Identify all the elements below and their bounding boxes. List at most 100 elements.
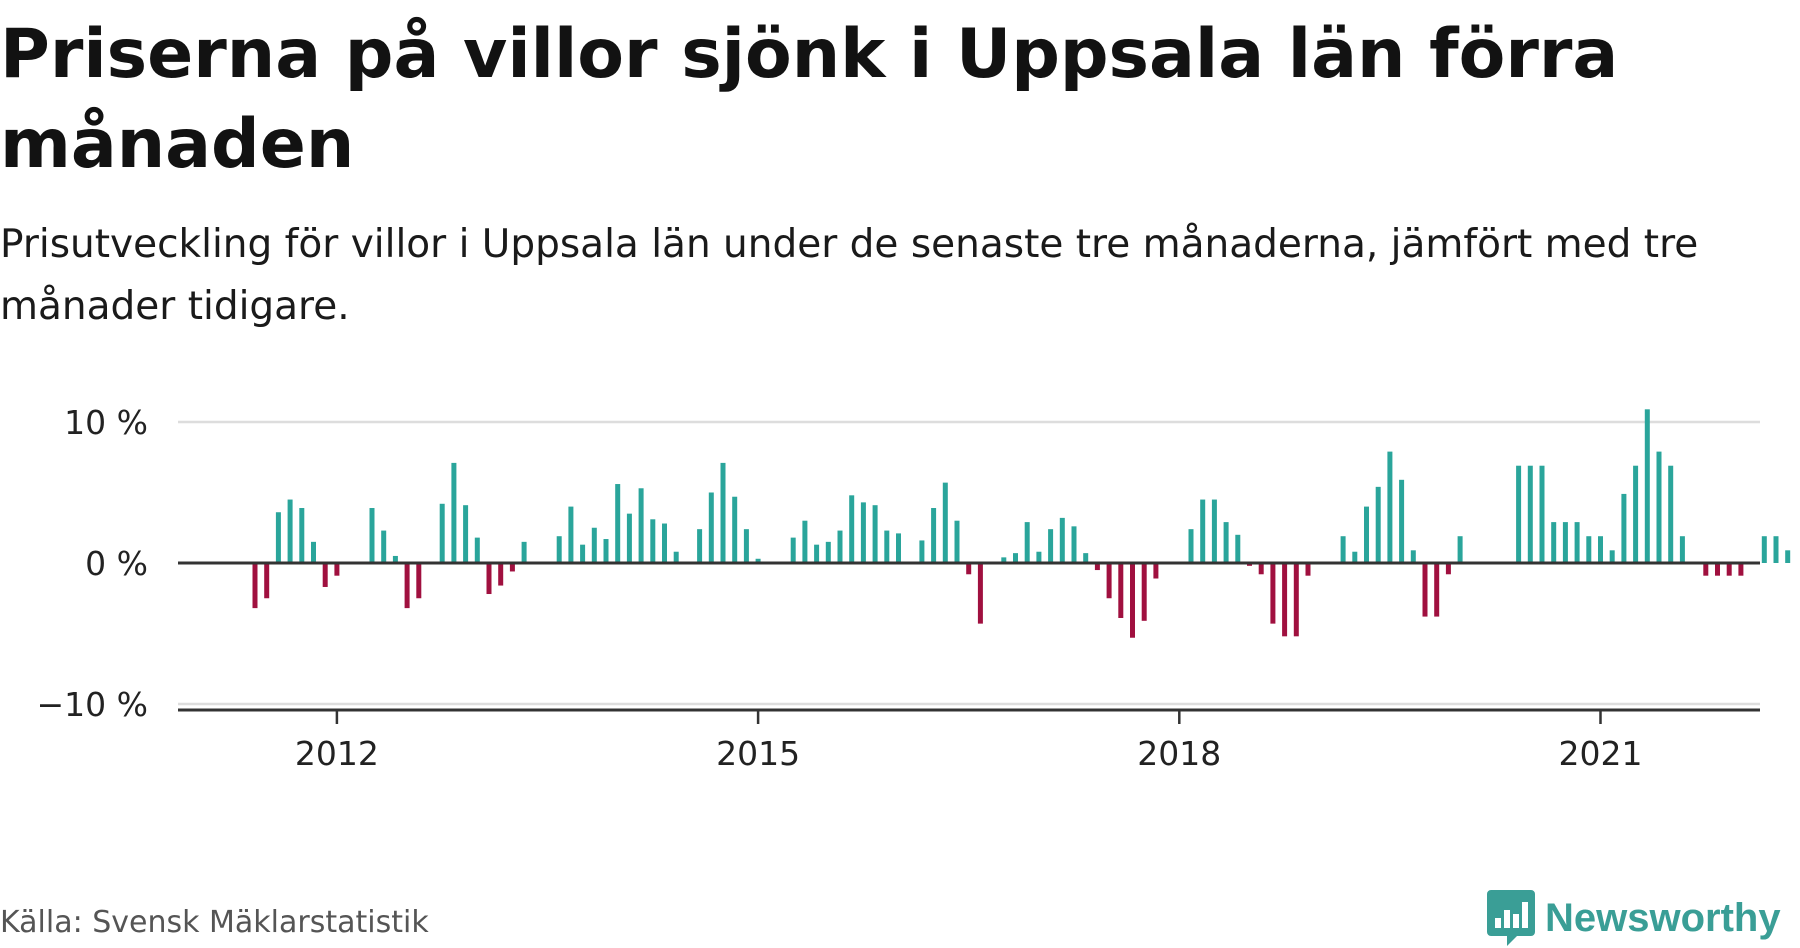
- bar: [1574, 522, 1580, 563]
- bar: [1118, 563, 1124, 618]
- y-tick-label: 0 %: [85, 544, 148, 583]
- bar: [1223, 522, 1229, 563]
- bar: [1715, 563, 1720, 576]
- bar: [1598, 536, 1603, 563]
- bar: [521, 541, 527, 563]
- bar: [1083, 553, 1089, 563]
- bar-layer: [252, 409, 1791, 638]
- bar: [1644, 409, 1650, 563]
- bar: [1024, 522, 1030, 563]
- bar: [1364, 506, 1369, 563]
- bar: [849, 495, 855, 563]
- bar: [755, 558, 761, 563]
- grid-layer: [178, 420, 1760, 706]
- bar: [697, 529, 703, 563]
- bar: [1457, 536, 1463, 563]
- bar: [1434, 563, 1440, 617]
- bar: [580, 544, 586, 563]
- bar: [1153, 563, 1159, 579]
- y-tick-label: −10 %: [37, 685, 149, 724]
- bar: [1305, 563, 1311, 576]
- bar: [1387, 451, 1393, 563]
- bar: [977, 563, 983, 624]
- bar: [252, 563, 258, 609]
- bar: [1761, 536, 1767, 563]
- bar: [1668, 465, 1674, 563]
- bar: [732, 496, 738, 563]
- bar: [1785, 550, 1791, 563]
- bar: [1013, 553, 1018, 563]
- bar: [673, 551, 679, 563]
- bar: [1738, 563, 1744, 576]
- bar: [1048, 529, 1054, 563]
- bar: [1258, 563, 1264, 575]
- bar: [954, 520, 960, 563]
- bar: [1445, 563, 1451, 575]
- bar: [1679, 536, 1685, 563]
- bar: [662, 523, 667, 563]
- bar: [1410, 550, 1416, 563]
- bar: [509, 563, 515, 572]
- bar: [392, 555, 398, 563]
- x-tick-label: 2012: [295, 734, 379, 773]
- bar: [966, 563, 972, 575]
- bar: [369, 508, 375, 563]
- bar: [884, 530, 890, 563]
- bar-chart: 10 %0 %−10 %20122015201820212023−9 %: [37, 403, 1791, 773]
- bar: [287, 499, 293, 563]
- bar: [311, 541, 316, 563]
- bar: [1130, 563, 1135, 638]
- bar: [1141, 563, 1147, 621]
- bar: [1071, 526, 1077, 563]
- bar: [919, 540, 925, 563]
- bar: [486, 563, 492, 595]
- newsworthy-logo[interactable]: Newsworthy: [1487, 890, 1781, 946]
- x-tick-label: 2015: [716, 734, 800, 773]
- bar: [416, 563, 422, 599]
- bar: [1282, 563, 1288, 637]
- axis-layer: 10 %0 %−10 %20122015201820212023−9 %: [37, 403, 1760, 773]
- bar: [1516, 465, 1522, 563]
- bar: [626, 513, 632, 563]
- bar: [439, 503, 445, 563]
- bar: [1539, 465, 1545, 563]
- bar: [860, 502, 866, 563]
- bar: [1422, 563, 1428, 617]
- bar: [264, 563, 270, 599]
- bar: [814, 544, 820, 563]
- bar: [743, 529, 749, 563]
- bar: [275, 512, 281, 563]
- bar: [498, 563, 504, 586]
- bar: [463, 505, 469, 563]
- bar: [1036, 551, 1042, 563]
- bar: [603, 539, 609, 563]
- bar: [802, 520, 808, 563]
- bar: [931, 508, 937, 563]
- bar: [615, 484, 621, 563]
- bar: [1375, 486, 1381, 563]
- bar: [1726, 563, 1732, 576]
- bar: [1621, 493, 1627, 563]
- bar: [720, 462, 726, 563]
- bar: [381, 530, 387, 563]
- bar: [825, 541, 831, 563]
- x-tick-label: 2018: [1137, 734, 1221, 773]
- bar: [1399, 479, 1405, 563]
- x-tick-label: 2021: [1559, 734, 1643, 773]
- bar: [451, 462, 457, 563]
- bar: [1188, 529, 1194, 563]
- bar: [556, 536, 562, 563]
- bar: [1059, 517, 1065, 563]
- bar: [1586, 536, 1592, 563]
- chart-title: Priserna på villor sjönk i Uppsala län f…: [0, 15, 1619, 184]
- bar: [1340, 536, 1346, 563]
- bar: [1703, 563, 1709, 576]
- bar: [1001, 557, 1007, 563]
- bar: [790, 537, 796, 563]
- bar: [708, 492, 714, 563]
- bar: [872, 505, 878, 563]
- y-tick-label: 10 %: [64, 403, 148, 442]
- bar: [1200, 499, 1206, 563]
- bar-chart-speech-bubble-icon: [1487, 890, 1535, 946]
- bar: [1270, 563, 1276, 624]
